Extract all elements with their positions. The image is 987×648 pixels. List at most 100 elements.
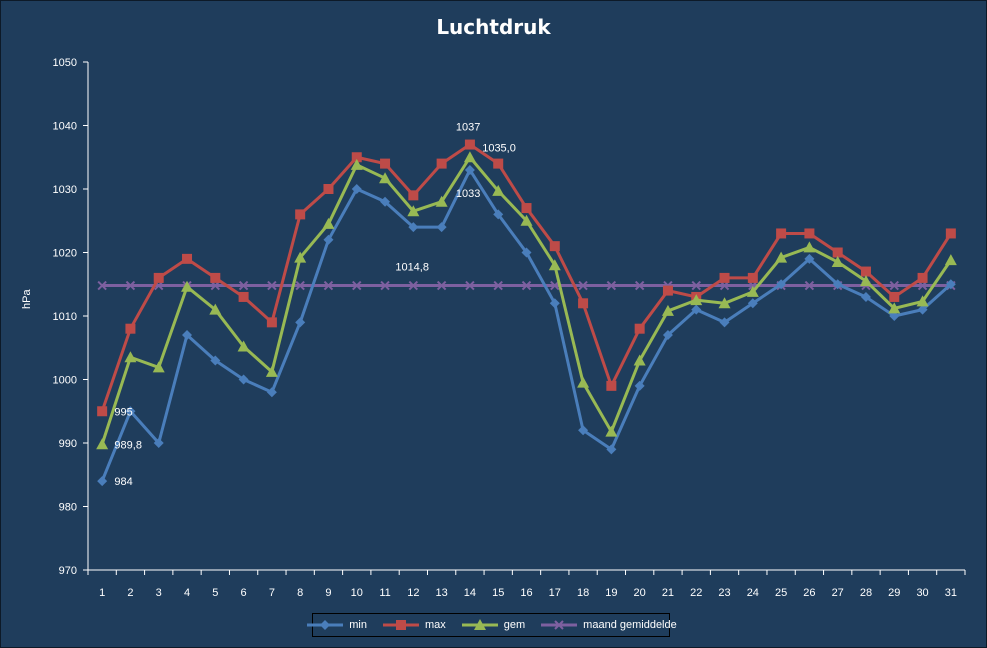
legend-swatch-gem <box>461 619 498 630</box>
data-point-max <box>436 158 447 169</box>
data-point-gem <box>605 425 618 437</box>
x-tick-label: 28 <box>860 587 872 599</box>
data-point-min <box>408 222 419 233</box>
data-point-gem <box>831 256 844 268</box>
data-point-gem <box>209 303 222 315</box>
data-point-gem <box>379 172 392 184</box>
data-point-maand-gemiddelde <box>606 280 617 291</box>
y-tick-label: 990 <box>59 438 77 450</box>
y-axis-label: hPa <box>21 289 33 309</box>
data-point-gem <box>492 184 505 196</box>
data-point-gem <box>322 217 335 229</box>
data-point-max <box>860 266 871 277</box>
x-tick-label: 15 <box>492 587 504 599</box>
x-tick-label: 17 <box>549 587 561 599</box>
data-point-maand-gemiddelde <box>323 280 334 291</box>
data-point-min <box>634 380 645 391</box>
chart-title: Luchtdruk <box>436 15 551 39</box>
legend-label: min <box>349 619 367 631</box>
data-point-gem <box>265 365 278 377</box>
data-point-gem <box>435 195 448 207</box>
y-tick-label: 980 <box>59 502 77 514</box>
data-point-min <box>351 184 362 194</box>
x-tick-label: 1 <box>99 587 105 599</box>
data-point-gem <box>633 354 646 366</box>
data-point-min <box>719 317 730 328</box>
x-tick-label: 9 <box>325 587 331 599</box>
x-tick-label: 5 <box>212 587 218 599</box>
data-point-maand-gemiddelde <box>691 280 701 291</box>
data-point-min <box>747 298 758 309</box>
x-tick-label: 13 <box>436 587 448 599</box>
data-point-max <box>238 291 249 302</box>
x-tick-label: 14 <box>464 587 476 599</box>
data-point-max <box>493 158 504 169</box>
data-label: 1037 <box>456 122 480 134</box>
data-point-gem <box>888 302 901 314</box>
data-point-min <box>606 444 617 455</box>
data-point-max <box>606 380 617 391</box>
data-point-max <box>889 291 900 302</box>
legend-swatch-max <box>382 620 419 630</box>
data-point-maand-gemiddelde <box>267 280 277 291</box>
data-point-max <box>97 406 108 417</box>
data-point-max <box>747 272 758 283</box>
y-tick-label: 1030 <box>53 184 77 196</box>
x-tick-label: 21 <box>662 587 674 599</box>
legend-item-min: min <box>305 618 367 632</box>
x-tick-label: 29 <box>888 587 900 599</box>
data-point-maand-gemiddelde <box>465 280 475 291</box>
data-point-max <box>266 317 277 328</box>
y-tick-label: 1050 <box>53 57 77 69</box>
y-tick-label: 970 <box>59 565 77 577</box>
data-point-maand-gemiddelde <box>408 280 419 291</box>
data-point-maand-gemiddelde <box>125 280 136 291</box>
data-point-max <box>210 272 221 283</box>
x-tick-label: 18 <box>577 587 589 599</box>
data-point-gem <box>718 297 731 309</box>
x-tick-label: 25 <box>775 587 787 599</box>
data-point-max <box>832 247 843 258</box>
data-point-min <box>125 406 136 417</box>
data-point-max <box>719 272 730 283</box>
data-point-max <box>408 190 419 201</box>
data-point-gem <box>661 304 674 316</box>
data-point-max <box>153 272 164 283</box>
data-point-min <box>691 304 702 315</box>
data-point-gem <box>96 438 109 450</box>
data-point-max <box>549 241 560 252</box>
data-point-gem <box>152 361 165 373</box>
data-point-maand-gemiddelde <box>493 280 503 291</box>
data-point-min <box>549 298 560 309</box>
data-point-min <box>860 291 871 302</box>
data-label: 989,8 <box>114 439 142 451</box>
data-point-max <box>351 152 362 163</box>
data-point-max <box>323 184 334 194</box>
x-tick-label: 6 <box>241 587 247 599</box>
x-tick-label: 7 <box>269 587 275 599</box>
data-point-gem <box>690 294 703 306</box>
data-point-max <box>521 203 532 214</box>
x-tick-label: 27 <box>832 587 844 599</box>
legend-label: gem <box>503 619 526 631</box>
data-point-gem <box>237 340 250 352</box>
x-tick-label: 3 <box>156 587 162 599</box>
data-point-maand-gemiddelde <box>97 280 107 291</box>
data-point-gem <box>746 285 759 297</box>
series-line-gem <box>100 155 953 445</box>
data-point-max <box>662 285 673 296</box>
x-tick-label: 26 <box>803 587 815 599</box>
data-point-min <box>521 247 532 258</box>
data-point-gem <box>916 295 929 307</box>
data-point-min <box>889 311 900 321</box>
data-point-min <box>266 387 277 398</box>
data-point-maand-gemiddelde <box>352 280 362 291</box>
data-point-maand-gemiddelde <box>804 280 815 291</box>
data-point-gem <box>548 259 561 271</box>
data-point-gem <box>520 214 533 226</box>
y-tick-label: 1010 <box>53 311 77 323</box>
x-tick-label: 16 <box>520 587 532 599</box>
data-point-min <box>493 209 504 220</box>
data-point-min <box>804 253 815 264</box>
